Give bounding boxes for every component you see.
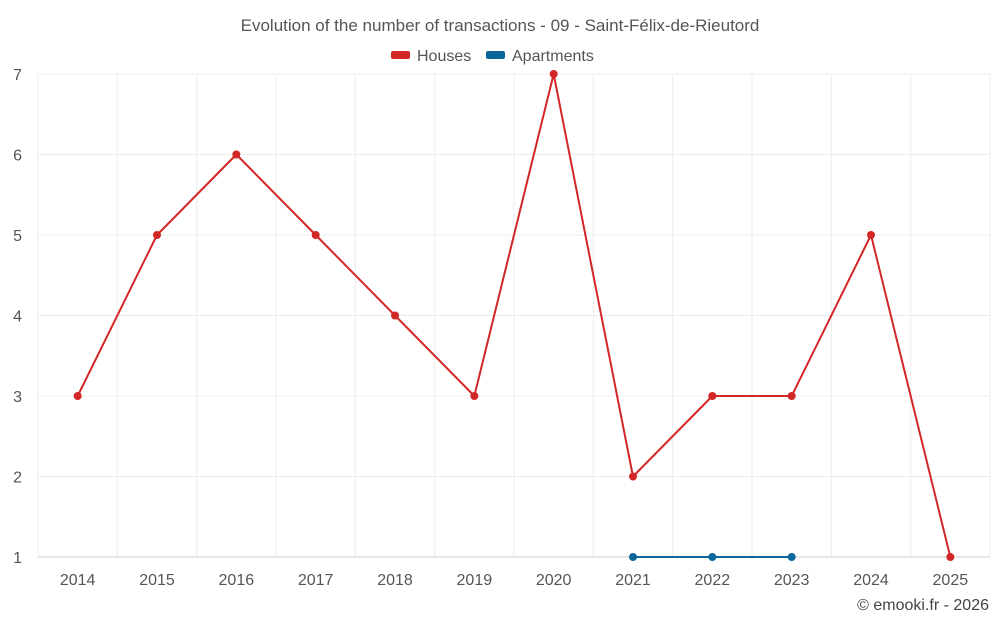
gridlines bbox=[37, 73, 991, 558]
data-point bbox=[708, 553, 717, 561]
x-tick-label: 2014 bbox=[60, 572, 96, 589]
legend: Houses Apartments bbox=[391, 48, 594, 65]
y-tick-label: 6 bbox=[13, 148, 22, 165]
x-tick-label: 2024 bbox=[853, 572, 889, 589]
series-houses bbox=[73, 70, 955, 561]
data-point bbox=[470, 392, 479, 400]
data-point bbox=[73, 392, 82, 400]
data-point bbox=[708, 392, 717, 400]
x-tick-label: 2015 bbox=[139, 572, 175, 589]
data-point bbox=[549, 70, 558, 78]
y-tick-label: 3 bbox=[13, 389, 22, 406]
series-line bbox=[76, 73, 952, 558]
data-point bbox=[629, 472, 637, 481]
data-point bbox=[153, 231, 161, 239]
data-point bbox=[787, 392, 796, 400]
x-tick-label: 2019 bbox=[457, 572, 493, 589]
legend-item-apartments: Apartments bbox=[486, 48, 594, 65]
x-axis: 2014 2015 2016 2017 2018 2019 2020 2021 2022 2023… bbox=[60, 572, 968, 589]
x-tick-label: 2017 bbox=[298, 572, 334, 589]
y-axis: 1 2 3 4 5 6 7 bbox=[13, 67, 22, 567]
data-point bbox=[629, 553, 637, 561]
chart-title: Evolution of the number of transactions … bbox=[241, 16, 760, 35]
x-tick-label: 2021 bbox=[615, 572, 651, 589]
data-point bbox=[867, 231, 875, 239]
y-tick-label: 2 bbox=[13, 470, 22, 487]
data-point bbox=[787, 553, 796, 561]
y-tick-label: 4 bbox=[13, 309, 22, 326]
legend-label: Apartments bbox=[512, 48, 594, 65]
legend-swatch bbox=[391, 51, 410, 59]
data-point bbox=[391, 311, 399, 320]
credit-text: © emooki.fr - 2026 bbox=[857, 597, 989, 614]
x-tick-label: 2022 bbox=[695, 572, 731, 589]
legend-swatch bbox=[486, 51, 505, 59]
series-apartments bbox=[629, 553, 796, 561]
x-tick-label: 2016 bbox=[219, 572, 255, 589]
x-tick-label: 2020 bbox=[536, 572, 572, 589]
x-tick-label: 2018 bbox=[377, 572, 413, 589]
data-point bbox=[311, 231, 320, 239]
y-tick-label: 7 bbox=[13, 67, 22, 84]
x-tick-label: 2023 bbox=[774, 572, 810, 589]
series-layer bbox=[73, 70, 955, 561]
legend-item-houses: Houses bbox=[391, 48, 471, 65]
y-tick-label: 5 bbox=[13, 228, 22, 245]
data-point bbox=[232, 150, 241, 159]
x-tick-label: 2025 bbox=[933, 572, 969, 589]
data-point bbox=[946, 553, 955, 561]
legend-label: Houses bbox=[417, 48, 471, 65]
y-tick-label: 1 bbox=[13, 550, 22, 567]
